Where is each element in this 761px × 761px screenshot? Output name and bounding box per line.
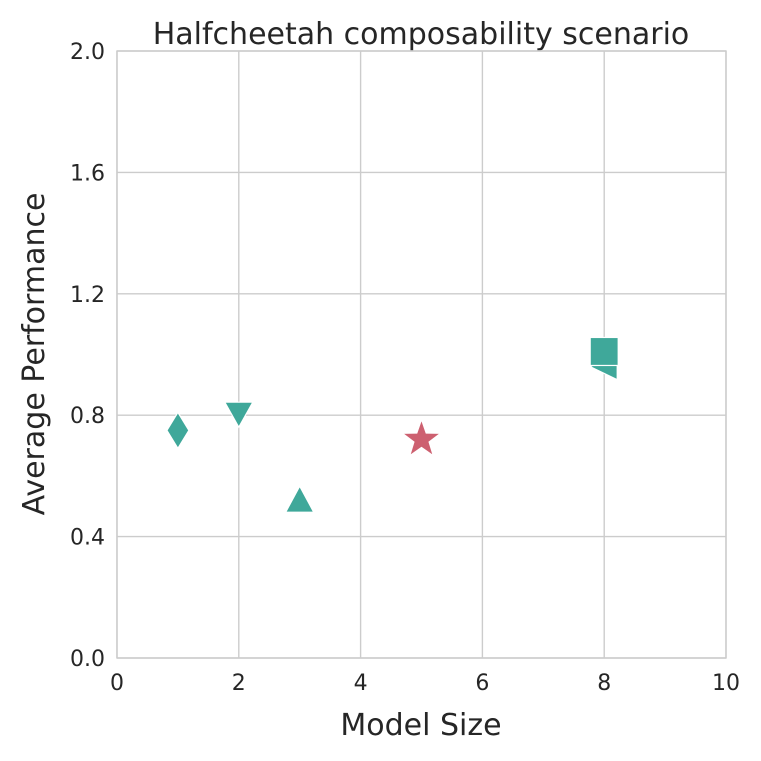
triangle-up-marker bbox=[284, 484, 315, 513]
y-tick-label: 2.0 bbox=[70, 40, 105, 65]
y-axis-label: Average Performance bbox=[17, 193, 52, 516]
x-tick-label: 0 bbox=[110, 671, 124, 696]
chart-title: Halfcheetah composability scenario bbox=[153, 17, 690, 52]
plot-area bbox=[116, 50, 727, 659]
x-tick-label: 10 bbox=[712, 671, 740, 696]
y-tick-label: 1.2 bbox=[70, 283, 105, 308]
plot-border bbox=[116, 50, 727, 659]
y-tick-label: 1.6 bbox=[70, 161, 105, 186]
y-tick-labels: 0.0 0.4 0.8 1.2 1.6 2.0 bbox=[70, 40, 105, 672]
diamond-marker bbox=[166, 411, 190, 450]
x-tick-label: 6 bbox=[475, 671, 489, 696]
x-tick-label: 8 bbox=[597, 671, 611, 696]
y-tick-label: 0.4 bbox=[70, 526, 105, 551]
x-tick-labels: 0 2 4 6 8 10 bbox=[110, 671, 740, 696]
x-axis-label: Model Size bbox=[340, 708, 501, 743]
x-tick-label: 4 bbox=[354, 671, 368, 696]
data-points bbox=[166, 336, 619, 513]
triangle-down-marker bbox=[223, 401, 254, 429]
star-marker bbox=[400, 417, 443, 458]
y-tick-label: 0.0 bbox=[70, 647, 105, 672]
y-tick-label: 0.8 bbox=[70, 404, 105, 429]
square-marker bbox=[589, 336, 619, 367]
x-tick-label: 2 bbox=[232, 671, 246, 696]
